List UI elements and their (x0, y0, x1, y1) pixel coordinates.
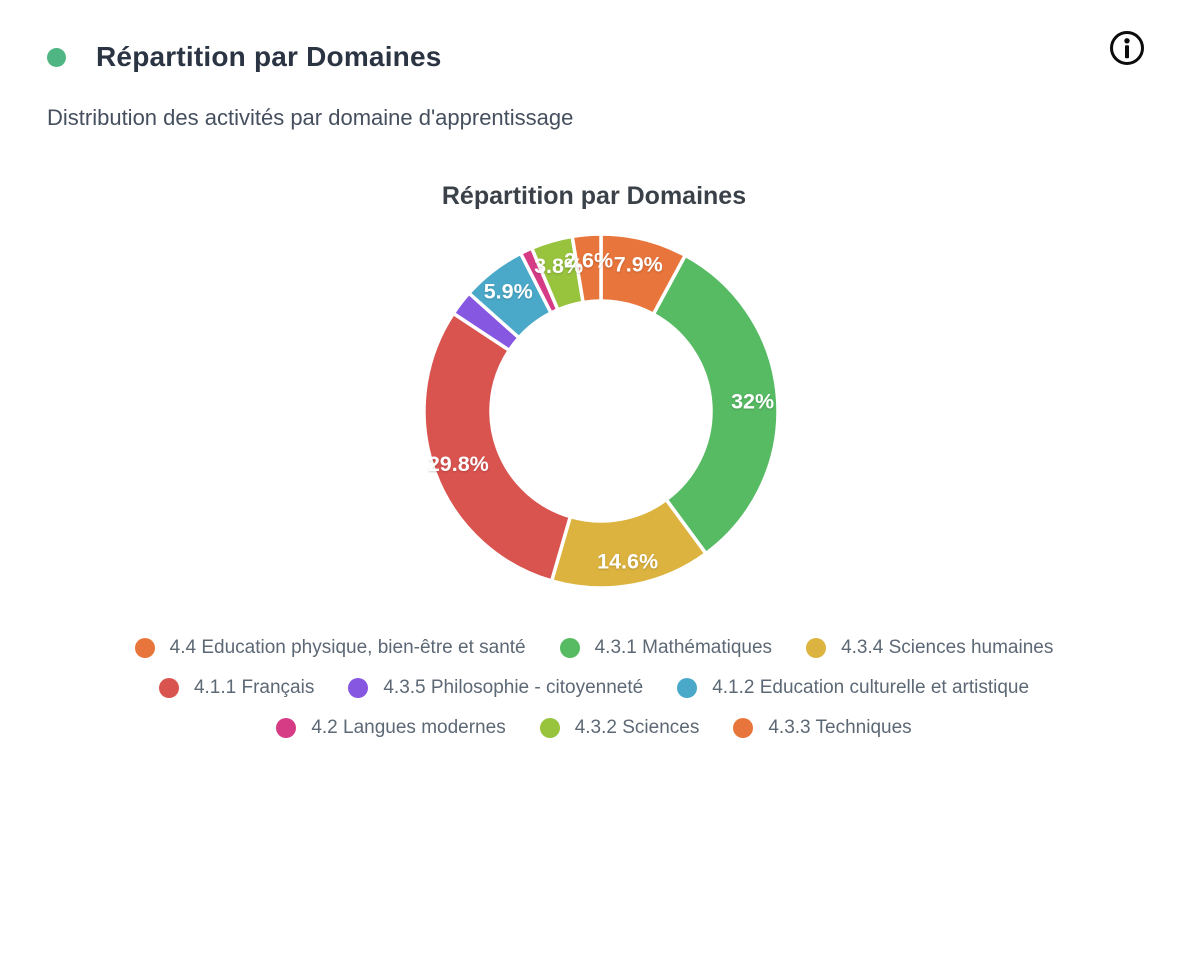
card-header: Répartition par Domaines (0, 0, 1188, 76)
page-title: Répartition par Domaines (96, 41, 442, 72)
legend-item-4[interactable]: 4.3.5 Philosophie - citoyenneté (348, 675, 643, 700)
donut-chart: 7.9%32%14.6%29.8%5.9%3.8%2.6% (422, 232, 780, 590)
legend-dot-icon (134, 637, 155, 658)
legend-label: 4.3.3 Techniques (768, 717, 912, 738)
legend-dot-icon (348, 677, 369, 698)
pie-chart-block: Répartition par Domaines 7.9% 32% 14.6% 29.… (0, 182, 1188, 740)
legend-label: 4.3.4 Sciences humaines (841, 637, 1054, 658)
donut-chart-area: 7.9% 32% 14.6% 29.8% 5.9% 3.8% 2.6% (0, 221, 1188, 601)
legend-item-0[interactable]: 4.4 Education physique, bien-être et san… (134, 635, 526, 660)
chart-card: Répartition par Domaines Distribution de… (0, 0, 1188, 740)
info-button[interactable] (1107, 28, 1147, 68)
chart-title: Répartition par Domaines (441, 182, 747, 210)
status-dot-icon (47, 47, 66, 67)
legend-dot-icon (158, 677, 179, 698)
legend-label: 4.2 Langues modernes (311, 717, 506, 738)
legend-item-7[interactable]: 4.3.2 Sciences (539, 715, 700, 740)
legend-label: 4.3.1 Mathématiques (594, 637, 773, 658)
legend-dot-icon (276, 717, 297, 738)
legend-label: 4.1.2 Education culturelle et artistique (712, 677, 1030, 698)
legend-item-5[interactable]: 4.1.2 Education culturelle et artistique (677, 675, 1029, 700)
legend-dot-icon (539, 717, 560, 738)
donut-slice-3[interactable] (422, 311, 573, 583)
legend-dot-icon (677, 677, 698, 698)
legend-dot-icon (559, 637, 580, 658)
legend-label: 4.4 Education physique, bien-être et san… (169, 637, 526, 658)
donut-slice-8[interactable] (570, 232, 603, 305)
legend-item-6[interactable]: 4.2 Langues modernes (276, 715, 506, 740)
legend-dot-icon (806, 637, 827, 658)
chart-legend: 4.4 Education physique, bien-être et san… (89, 635, 1099, 740)
legend-item-2[interactable]: 4.3.4 Sciences humaines (806, 635, 1053, 660)
legend-item-8[interactable]: 4.3.3 Techniques (733, 715, 912, 740)
chart-description: Distribution des activités par domaine d… (47, 105, 574, 130)
legend-label: 4.3.2 Sciences (574, 717, 700, 738)
legend-item-1[interactable]: 4.3.1 Mathématiques (559, 635, 773, 660)
legend-label: 4.1.1 Français (193, 677, 315, 698)
info-icon (1110, 31, 1144, 65)
donut-slice-1[interactable] (651, 253, 780, 556)
legend-dot-icon (733, 717, 754, 738)
legend-item-3[interactable]: 4.1.1 Français (158, 675, 315, 700)
legend-label: 4.3.5 Philosophie - citoyenneté (383, 677, 644, 698)
